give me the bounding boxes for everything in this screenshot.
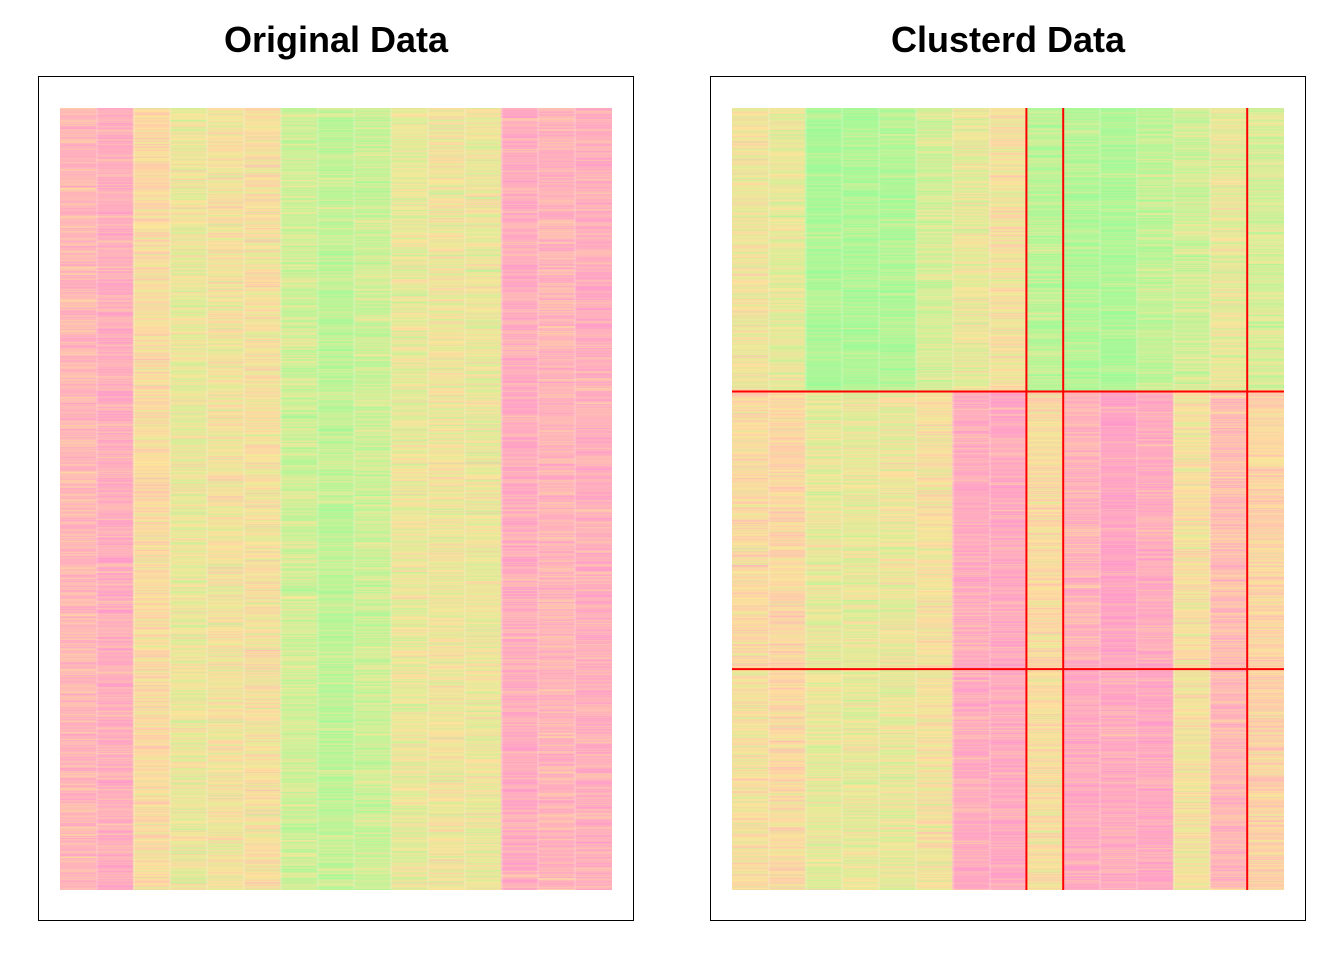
heatmap-original <box>60 108 612 890</box>
heatmap-clustered <box>732 108 1284 890</box>
heatmap-overlay <box>60 108 612 890</box>
chart-title: Original Data <box>223 19 449 60</box>
heatmap-overlay <box>732 108 1284 890</box>
heatmap-cells <box>732 108 1284 890</box>
heatmap-cells <box>60 108 612 890</box>
chart-title: Clusterd Data <box>890 19 1126 60</box>
